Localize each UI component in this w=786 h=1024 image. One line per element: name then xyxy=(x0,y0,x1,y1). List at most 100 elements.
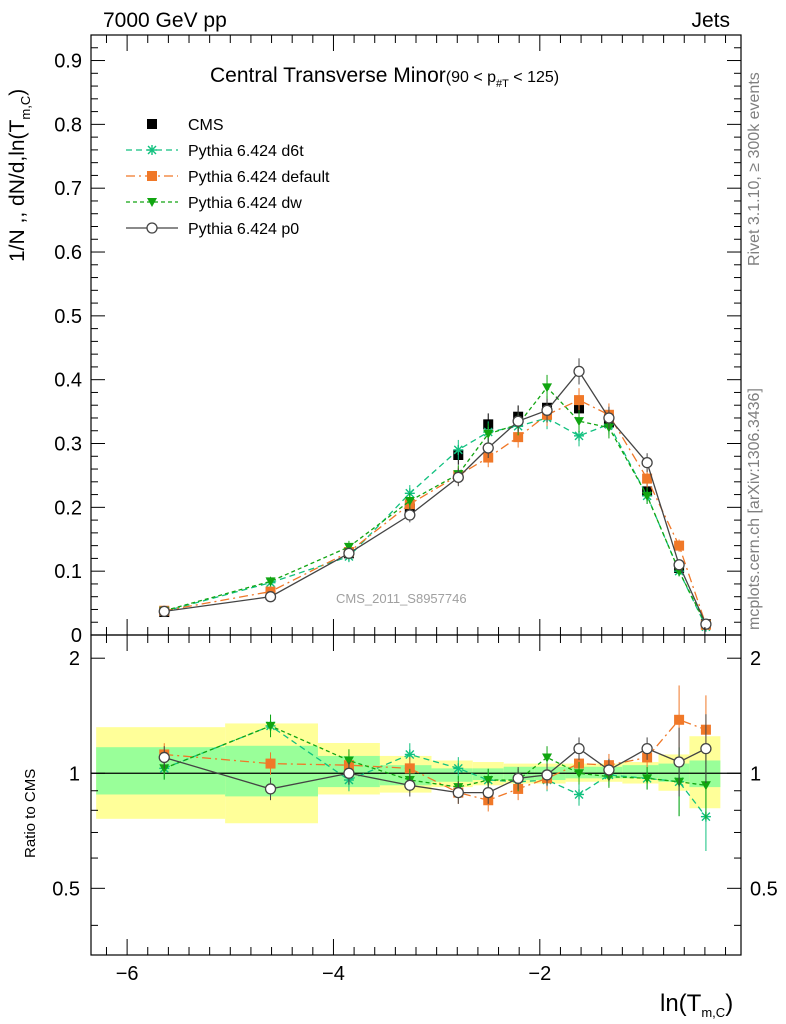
point-pythia-6-424-default xyxy=(513,432,524,443)
point-pythia-6-424-p0 xyxy=(404,509,416,521)
ratio-point-pythia-6-424-p0 xyxy=(673,756,685,768)
legend-marker-pythia-6-424-d6t xyxy=(147,145,157,155)
legend-marker-cms xyxy=(147,119,157,129)
y-axis-label-prefix: 1/N ,, dN/d,ln(T xyxy=(6,119,29,262)
legend-label-pythia-6-424-p0: Pythia 6.424 p0 xyxy=(188,221,299,238)
band-inner xyxy=(431,768,473,782)
analysis-watermark: CMS_2011_S8957746 xyxy=(336,591,467,606)
point-pythia-6-424-p0 xyxy=(573,365,585,378)
ratio-point-pythia-6-424-p0 xyxy=(482,786,494,799)
ratio-point-pythia-6-424-p0 xyxy=(700,742,712,755)
y-tick-label: 0.3 xyxy=(54,434,82,456)
ratio-point-pythia-6-424-d6t xyxy=(453,763,464,774)
ratio-point-pythia-6-424-p0 xyxy=(404,779,416,791)
point-pythia-6-424-p0 xyxy=(343,547,355,559)
point-pythia-6-424-p0 xyxy=(603,412,615,424)
ratio-point-pythia-6-424-p0 xyxy=(603,764,615,776)
ratio-point-pythia-6-424-default xyxy=(404,763,415,774)
y-tick-label: 0.1 xyxy=(54,561,82,583)
x-tick-label: −6 xyxy=(116,963,139,985)
ratio-point-pythia-6-424-p0 xyxy=(452,786,464,799)
ratio-y-tick-label-left: 1 xyxy=(69,763,80,785)
point-pythia-6-424-p0 xyxy=(512,415,524,427)
y-tick-label: 0.5 xyxy=(54,306,82,328)
point-pythia-6-424-default xyxy=(674,540,685,551)
x-axis-label-sub: m,C xyxy=(701,1005,726,1020)
y-tick-label: 0.9 xyxy=(54,51,82,73)
point-pythia-6-424-d6t xyxy=(574,430,585,441)
ratio-panel-series xyxy=(158,685,712,852)
ratio-y-tick-label-left: 2 xyxy=(69,648,80,670)
ratio-point-pythia-6-424-p0 xyxy=(158,751,170,764)
point-pythia-6-424-p0 xyxy=(452,471,464,483)
point-pythia-6-424-dw xyxy=(343,542,354,552)
y-tick-label: 0.7 xyxy=(54,178,82,200)
ratio-y-tick-label-left: 0.5 xyxy=(52,878,80,900)
point-pythia-6-424-p0 xyxy=(641,457,653,469)
point-pythia-6-424-d6t xyxy=(453,444,464,455)
ratio-point-pythia-6-424-dw xyxy=(700,781,711,791)
ratio-point-pythia-6-424-p0 xyxy=(573,742,585,755)
point-pythia-6-424-p0 xyxy=(673,559,685,571)
point-pythia-6-424-p0 xyxy=(700,618,712,630)
series-line-pythia-6-424-p0 xyxy=(164,370,707,625)
y-axis-label-suffix: ) xyxy=(6,88,29,96)
ratio-point-pythia-6-424-p0 xyxy=(264,783,277,795)
legend-label-cms: CMS xyxy=(188,117,224,134)
ratio-y-tick-label-right: 0.5 xyxy=(750,878,778,900)
chart-title-cut: (90 < p#T < 125) xyxy=(445,69,560,90)
title-cut-suffix: < 125) xyxy=(508,69,560,86)
point-pythia-6-424-dw xyxy=(404,496,415,506)
ratio-point-pythia-6-424-p0 xyxy=(343,767,355,779)
y-axis-label-sub: m,C xyxy=(18,95,33,120)
y-tick-label: 0.2 xyxy=(54,497,82,519)
ratio-point-pythia-6-424-d6t-stroke xyxy=(574,789,584,799)
legend-marker-pythia-6-424-d6t-stroke xyxy=(147,145,157,155)
legend: CMS Pythia 6.424 d6t Pythia 6.424 default P… xyxy=(126,117,330,238)
ratio-point-pythia-6-424-p0 xyxy=(512,772,524,784)
ratio-point-pythia-6-424-p0 xyxy=(541,769,553,781)
point-pythia-6-424-dw xyxy=(642,491,653,501)
band-inner xyxy=(622,765,659,779)
point-pythia-6-424-d6t-stroke xyxy=(453,445,463,455)
ratio-point-pythia-6-424-dw xyxy=(542,753,553,763)
ratio-point-pythia-6-424-default xyxy=(265,758,276,769)
point-pythia-6-424-dw xyxy=(542,383,553,393)
ratio-point-pythia-6-424-default xyxy=(674,714,685,725)
point-pythia-6-424-dw xyxy=(483,429,494,439)
x-tick-label: −4 xyxy=(322,963,345,985)
y-tick-label: 0.8 xyxy=(54,114,82,136)
legend-label-pythia-6-424-default: Pythia 6.424 default xyxy=(188,169,330,186)
point-pythia-6-424-p0 xyxy=(158,605,170,618)
x-axis-label-prefix: ln(T xyxy=(660,990,702,1017)
main-panel-series xyxy=(158,358,712,632)
chart-title: Central Transverse Minor(90 < p#T < 125) xyxy=(210,64,559,90)
mcplots-label: mcplots.cern.ch [arXiv:1306.3436] xyxy=(746,388,763,630)
header-energy: 7000 GeV pp xyxy=(103,9,227,32)
ratio-y-axis-label: Ratio to CMS xyxy=(22,768,39,858)
header-group: Jets xyxy=(691,9,730,32)
band-inner xyxy=(379,765,432,786)
title-cut-sub: #T xyxy=(496,78,509,90)
y-axis-label: 1/N ,, dN/d,ln(Tm,C) xyxy=(6,89,33,262)
point-pythia-6-424-p0 xyxy=(264,591,277,603)
ratio-y-tick-label-right: 1 xyxy=(750,763,761,785)
ratio-point-pythia-6-424-d6t-stroke xyxy=(453,763,463,773)
title-cut-prefix: (90 < p xyxy=(445,69,497,86)
ratio-point-pythia-6-424-d6t-stroke xyxy=(405,749,415,759)
point-pythia-6-424-dw xyxy=(265,577,276,587)
x-axis-label-suffix: ) xyxy=(725,990,734,1017)
point-pythia-6-424-default xyxy=(642,473,653,484)
point-pythia-6-424-p0 xyxy=(482,442,494,454)
legend-label-pythia-6-424-d6t: Pythia 6.424 d6t xyxy=(188,143,304,160)
legend-marker-pythia-6-424-default xyxy=(147,171,157,181)
ratio-uncertainty-bands xyxy=(91,723,741,824)
rivet-label: Rivet 3.1.10, ≥ 300k events xyxy=(746,72,763,266)
ratio-point-pythia-6-424-dw xyxy=(642,774,653,784)
ratio-point-pythia-6-424-dw xyxy=(159,764,170,774)
chart-title-text: Central Transverse Minor xyxy=(210,64,446,87)
ratio-point-pythia-6-424-dw xyxy=(265,721,276,731)
legend-marker-pythia-6-424-dw xyxy=(147,198,157,207)
point-pythia-6-424-default xyxy=(574,395,585,406)
